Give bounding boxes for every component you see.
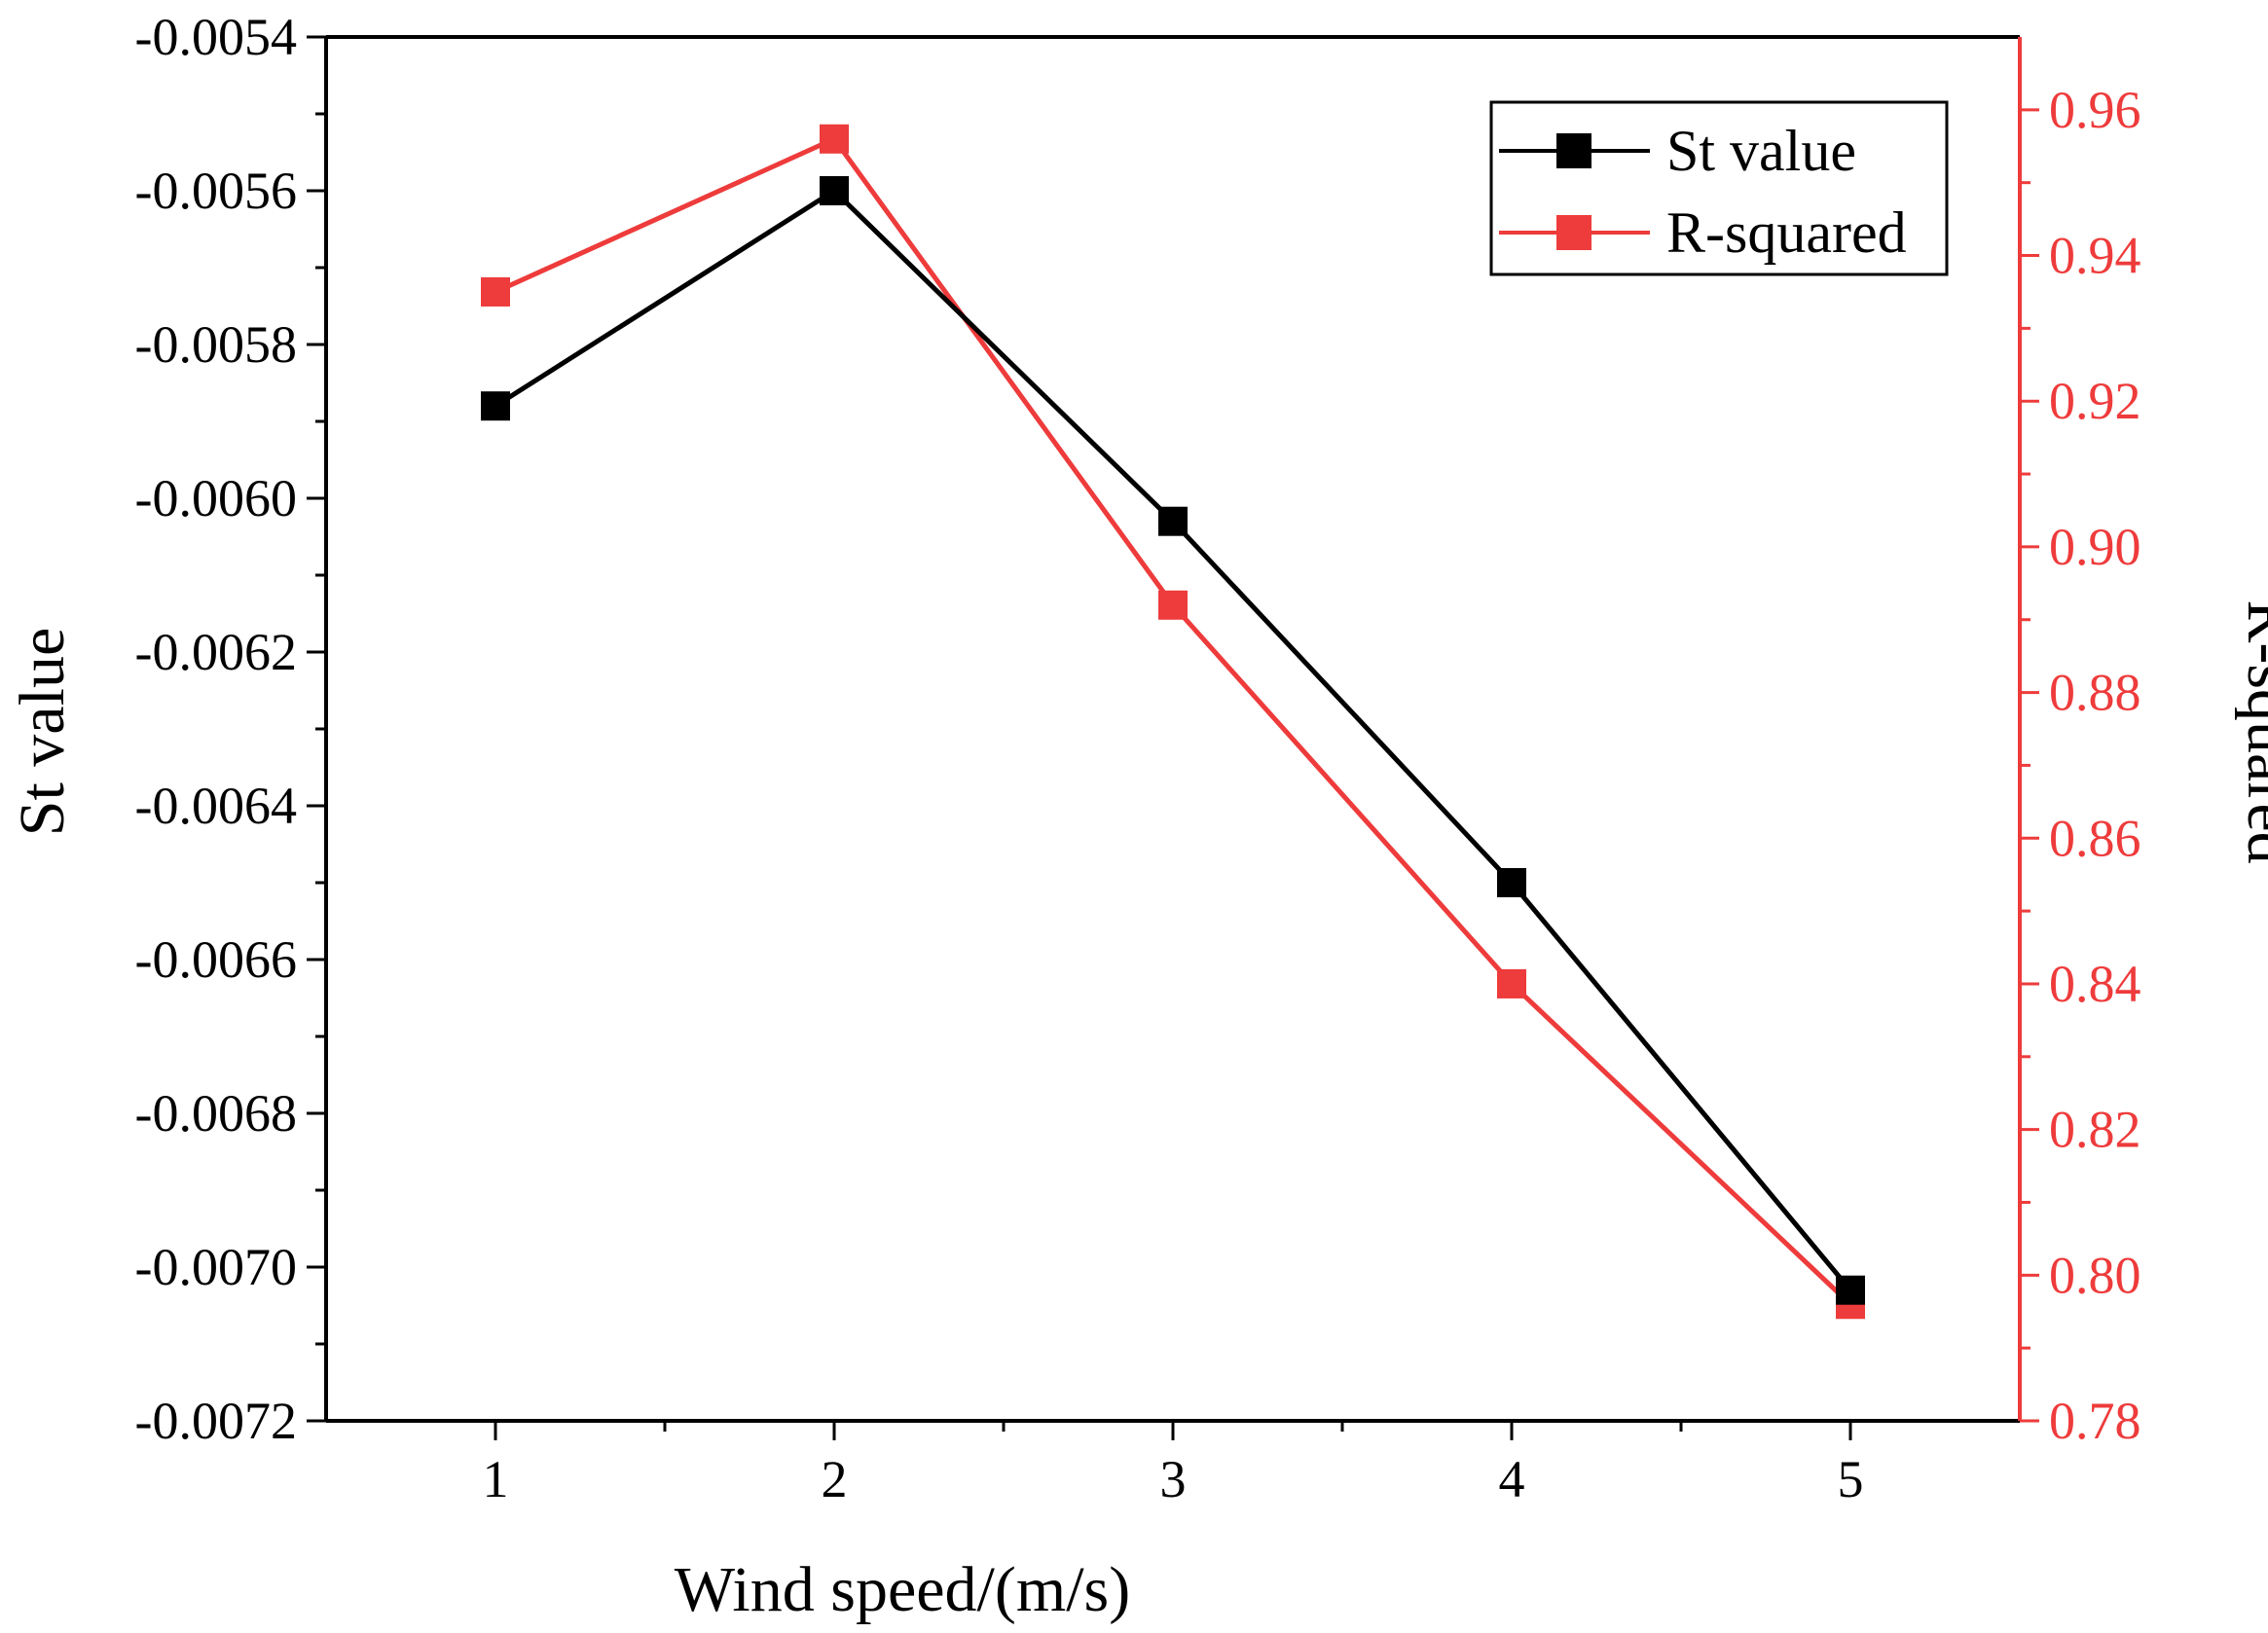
y-left-tick-label: -0.0058 xyxy=(135,315,297,374)
y-left-axis-title: St value xyxy=(7,628,78,836)
data-point-r-squared xyxy=(481,276,510,307)
data-point-st-value xyxy=(1158,506,1188,536)
x-tick-label: 4 xyxy=(1499,1450,1525,1508)
series-layer xyxy=(481,124,1865,1320)
x-tick-label: 1 xyxy=(483,1450,509,1508)
y-right-tick-label: 0.80 xyxy=(2049,1246,2141,1304)
y-right-tick-label: 0.92 xyxy=(2049,372,2141,430)
legend-marker-st-value xyxy=(1556,133,1591,168)
y-right-tick-label: 0.78 xyxy=(2049,1392,2141,1450)
y-right-tick-label: 0.86 xyxy=(2049,809,2141,867)
data-point-st-value xyxy=(481,391,510,421)
y-left-tick-label: -0.0064 xyxy=(135,777,297,835)
y-left-tick-label: -0.0072 xyxy=(135,1392,297,1450)
y-left-tick-label: -0.0062 xyxy=(135,623,297,681)
y-right-tick-label: 0.84 xyxy=(2049,955,2141,1013)
legend-label-r-squared: R-squared xyxy=(1666,200,1907,265)
plot-area: -0.0054 -0.0056 -0.0058 -0.0060 -0.0062 -0.00… xyxy=(135,8,2141,1508)
series-line-r-squared xyxy=(494,135,1852,1307)
y-left-tick-label: -0.0070 xyxy=(135,1238,297,1296)
y-right-tick-label: 0.90 xyxy=(2049,518,2141,576)
legend-label-st-value: St value xyxy=(1666,119,1856,183)
x-tick-label: 2 xyxy=(822,1450,848,1508)
y-right-axis-title: R-squared xyxy=(2234,599,2268,863)
x-axis-title: Wind speed/(m/s) xyxy=(675,1554,1130,1625)
data-point-st-value xyxy=(1497,868,1526,897)
y-right-tick-label: 0.96 xyxy=(2049,81,2141,139)
x-tick-label: 3 xyxy=(1160,1450,1187,1508)
y-left-tick-label: -0.0054 xyxy=(135,8,297,66)
y-left-tick-label: -0.0066 xyxy=(135,930,297,989)
legend-marker-r-squared xyxy=(1556,215,1591,250)
data-point-r-squared xyxy=(820,124,849,154)
data-point-st-value xyxy=(1836,1275,1865,1305)
data-point-r-squared xyxy=(1158,590,1188,620)
series-line-st-value xyxy=(494,187,1852,1292)
y-right-tick-label: 0.82 xyxy=(2049,1101,2141,1159)
y-right-tick-label: 0.94 xyxy=(2049,227,2141,285)
legend: St value R-squared xyxy=(1489,100,1949,276)
y-left-tick-label: -0.0056 xyxy=(135,162,297,220)
x-tick-label: 5 xyxy=(1838,1450,1864,1508)
data-point-st-value xyxy=(820,176,849,205)
y-left-tick-label: -0.0060 xyxy=(135,469,297,527)
y-right-tick-label: 0.88 xyxy=(2049,664,2141,722)
y-left-tick-label: -0.0068 xyxy=(135,1084,297,1143)
data-point-r-squared xyxy=(1497,968,1526,998)
